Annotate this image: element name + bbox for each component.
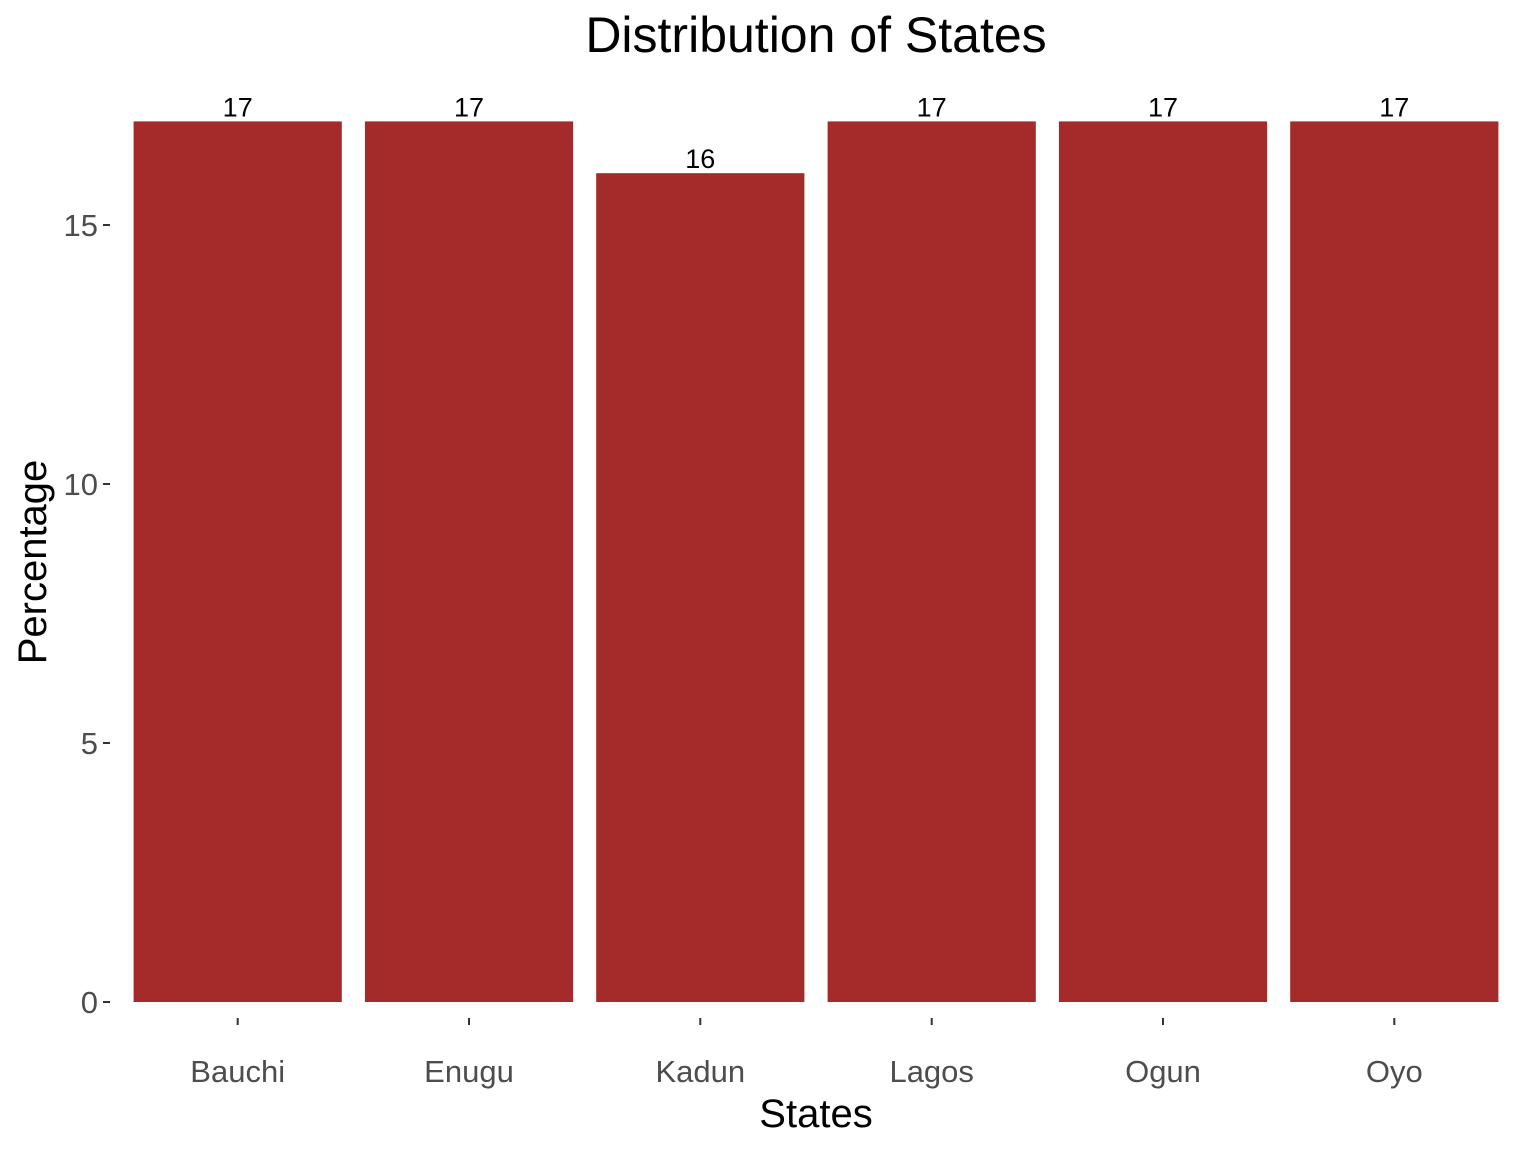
data-label-lagos: 17 [917, 92, 947, 122]
x-axis-title: States [759, 1092, 872, 1136]
bar-bauchi [133, 121, 342, 1002]
data-labels: 17 17 16 17 17 17 [223, 92, 1410, 174]
data-label-kadun: 16 [685, 144, 715, 174]
x-tick-label-kadun: Kadun [655, 1054, 745, 1089]
bar-oyo [1290, 121, 1499, 1002]
data-label-bauchi: 17 [223, 92, 253, 122]
x-axis: Bauchi Enugu Kadun Lagos Ogun Oyo [190, 1018, 1423, 1089]
bar-enugu [364, 121, 574, 1002]
x-tick-label-bauchi: Bauchi [190, 1054, 285, 1089]
x-tick-label-ogun: Ogun [1125, 1054, 1201, 1089]
y-tick-label-5: 5 [81, 726, 98, 761]
y-axis: 0 5 10 15 [64, 208, 110, 1020]
y-tick-label-10: 10 [64, 467, 98, 502]
x-tick-label-lagos: Lagos [889, 1054, 973, 1089]
bars [133, 121, 1499, 1002]
bar-lagos [827, 121, 1036, 1002]
chart-title: Distribution of States [585, 7, 1046, 63]
data-label-ogun: 17 [1148, 92, 1178, 122]
data-label-oyo: 17 [1379, 92, 1409, 122]
y-tick-label-15: 15 [64, 208, 98, 243]
bar-ogun [1058, 121, 1268, 1002]
x-tick-label-oyo: Oyo [1366, 1054, 1423, 1089]
data-label-enugu: 17 [454, 92, 484, 122]
bar-kadun [596, 173, 805, 1002]
y-tick-label-0: 0 [81, 985, 98, 1020]
y-axis-title: Percentage [11, 460, 55, 665]
x-tick-label-enugu: Enugu [424, 1054, 514, 1089]
